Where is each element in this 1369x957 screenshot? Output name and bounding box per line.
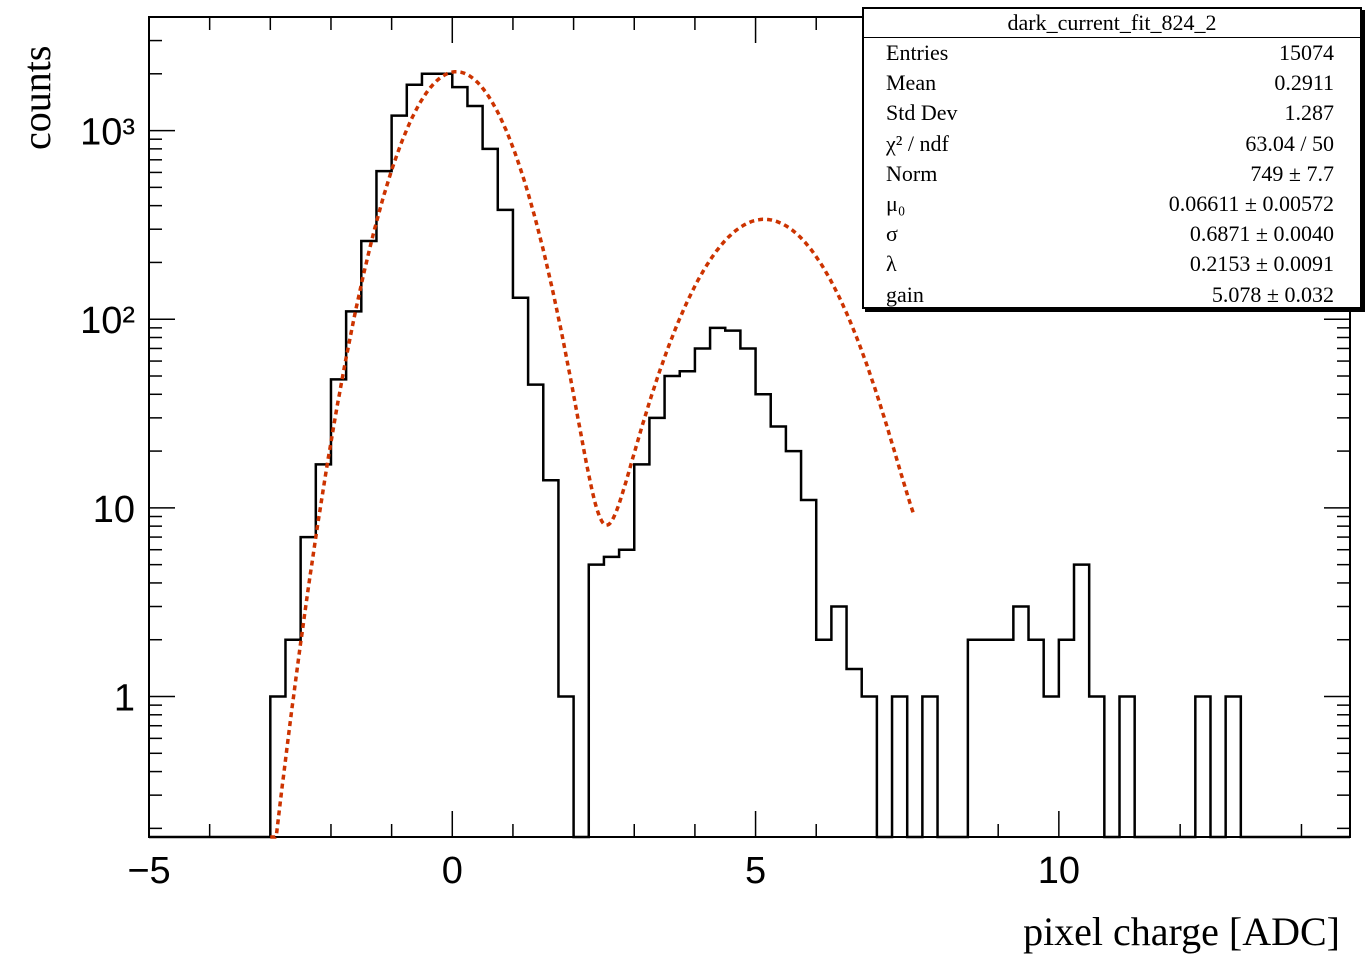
stats-label: Mean (886, 70, 937, 96)
stats-label: μ₀ (886, 190, 906, 216)
stats-value: 0.2911 (1274, 70, 1334, 96)
histogram-line (149, 72, 1350, 839)
stats-title: dark_current_fit_824_2 (864, 9, 1360, 38)
y-tick-label: 10² (80, 300, 135, 342)
stats-row: Norm 749 ± 7.7 (864, 159, 1360, 189)
x-tick-label: 0 (442, 850, 463, 892)
stats-row: Std Dev 1.287 (864, 98, 1360, 128)
stats-row: σ 0.6871 ± 0.0040 (864, 219, 1360, 249)
stats-row: Entries 15074 (864, 38, 1360, 68)
stats-label: λ (886, 251, 897, 277)
x-tick-label: 10 (1038, 850, 1080, 892)
stats-value: 15074 (1279, 40, 1334, 65)
stats-row: χ² / ndf 63.04 / 50 (864, 129, 1360, 159)
stats-row: gain 5.078 ± 0.032 (864, 280, 1360, 310)
y-axis-label: counts (14, 46, 59, 150)
tick-labels: −5 0 5 10 1 10 10² 10³ (80, 112, 1080, 892)
stats-label: σ (886, 221, 898, 247)
y-tick-label: 10 (93, 489, 135, 531)
x-tick-label: −5 (127, 850, 170, 892)
stats-rows: Entries 15074 Mean 0.2911 Std Dev 1.287 χ² / n… (864, 38, 1360, 310)
stats-row: Mean 0.2911 (864, 68, 1360, 98)
stats-label: Entries (886, 40, 949, 65)
stats-value: 0.06611 ± 0.00572 (1168, 190, 1334, 216)
stats-label: χ² / ndf (886, 130, 949, 156)
stats-value: 0.6871 ± 0.0040 (1189, 221, 1334, 247)
y-tick-label: 1 (114, 678, 135, 720)
fit-curve (270, 70, 915, 839)
x-axis-label: pixel charge [ADC] (1023, 909, 1340, 954)
plot-frame (148, 16, 1351, 838)
stats-value: 1.287 (1284, 100, 1335, 126)
stats-label: gain (886, 281, 924, 307)
stats-row: λ 0.2153 ± 0.0091 (864, 249, 1360, 279)
stats-label: Std Dev (886, 100, 958, 126)
stats-value: 5.078 ± 0.032 (1211, 281, 1334, 307)
x-tick-label: 5 (745, 850, 766, 892)
stats-box: dark_current_fit_824_2 Entries 15074 Mean 0… (862, 7, 1362, 309)
stats-value: 749 ± 7.7 (1250, 160, 1334, 186)
y-tick-label: 10³ (80, 112, 135, 154)
stats-label: Norm (886, 160, 938, 186)
stats-value: 0.2153 ± 0.0091 (1189, 251, 1334, 277)
stats-value: 63.04 / 50 (1245, 130, 1334, 156)
stats-row: μ₀ 0.06611 ± 0.00572 (864, 189, 1360, 219)
